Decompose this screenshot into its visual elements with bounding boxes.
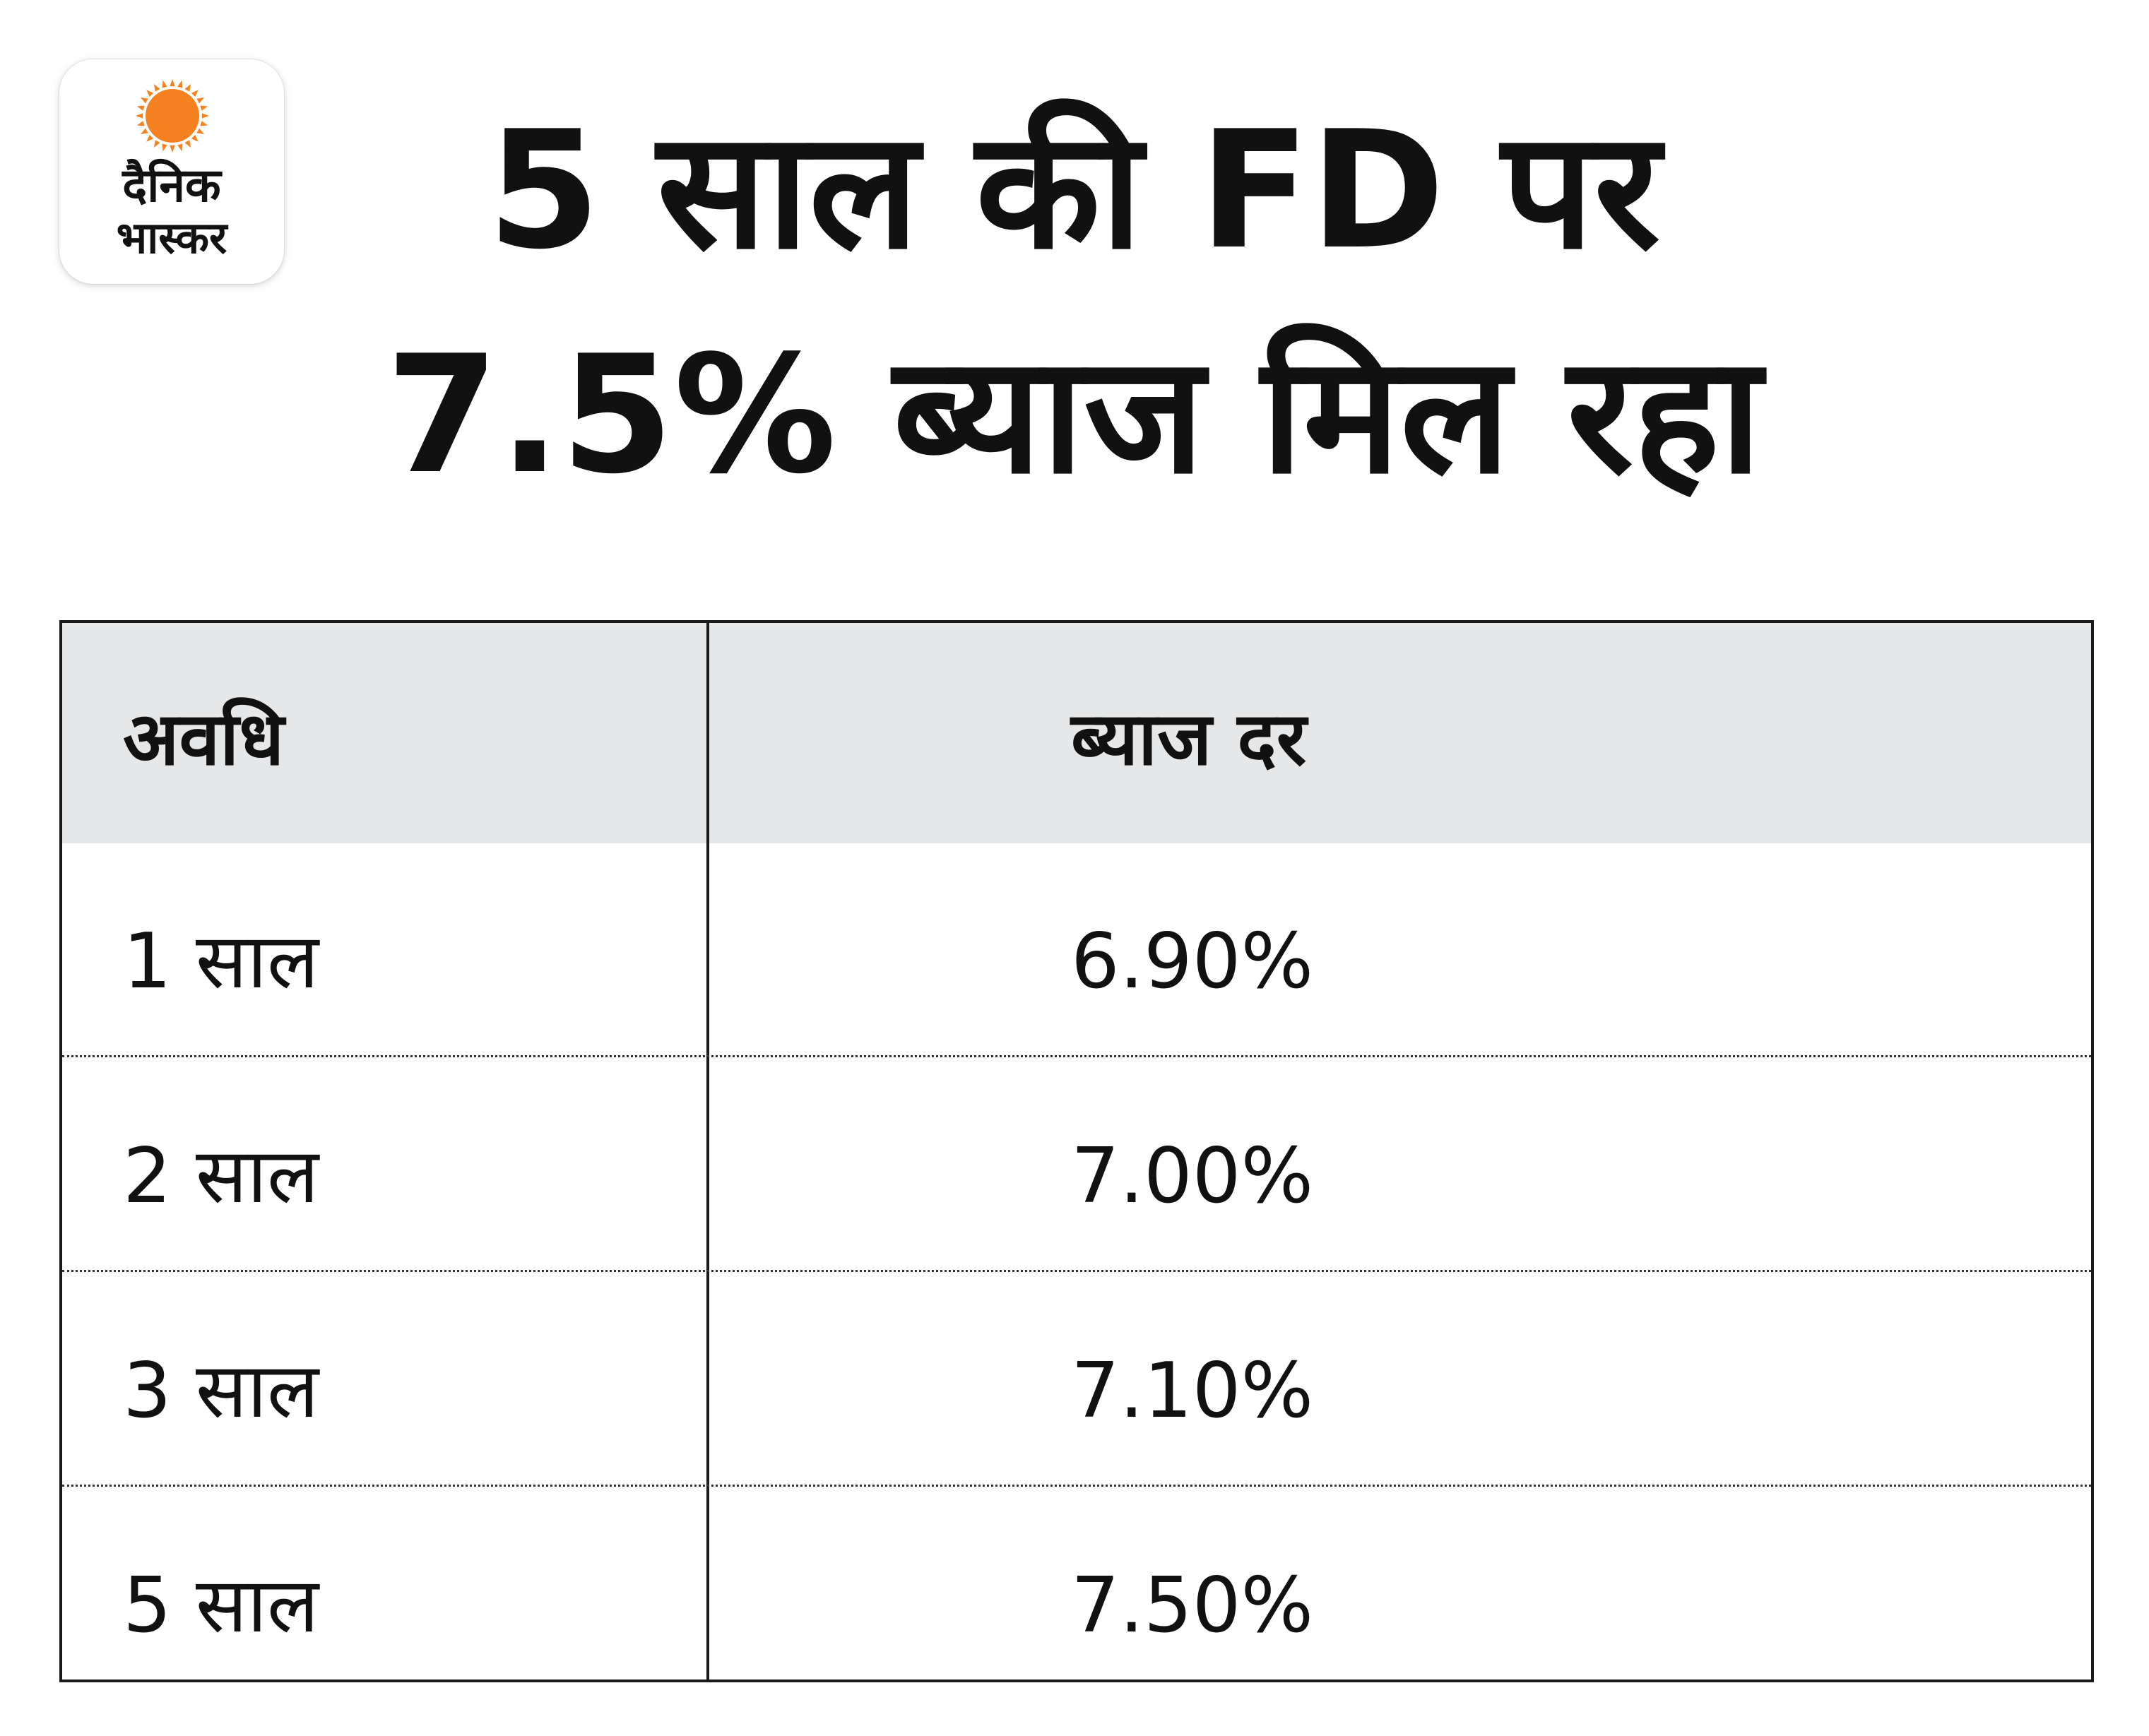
sun-ray bbox=[141, 128, 148, 134]
sun-ray bbox=[141, 97, 148, 104]
sun-ray bbox=[184, 140, 191, 148]
interest-rate-table: अवधि ब्याज दर 1 साल 6.90% 2 साल 7.00% 3 … bbox=[59, 620, 2094, 1682]
sun-ray bbox=[136, 113, 143, 119]
sun-ray bbox=[162, 80, 167, 88]
header-tenure: अवधि bbox=[123, 696, 285, 782]
sun-ray bbox=[136, 105, 145, 111]
sun-ray bbox=[196, 97, 204, 104]
logo-text-line-1: दैनिक bbox=[122, 158, 221, 213]
page-title: 5 साल की FD पर 7.5% ब्याज मिल रहा bbox=[283, 79, 1865, 528]
row-separator bbox=[62, 1485, 2091, 1487]
title-line-2: 7.5% ब्याज मिल रहा bbox=[386, 321, 1762, 510]
sun-ray bbox=[162, 143, 167, 152]
row-3-tenure: 3 साल bbox=[123, 1347, 319, 1435]
sun-ray bbox=[196, 128, 204, 134]
sun-ray bbox=[154, 84, 160, 92]
sun-ray bbox=[201, 113, 209, 119]
row-3-rate: 7.10% bbox=[1071, 1347, 1314, 1435]
row-separator bbox=[62, 1055, 2091, 1057]
sun-ray bbox=[177, 143, 183, 152]
brand-logo: दैनिक भास्कर bbox=[59, 59, 284, 284]
row-2-tenure: 2 साल bbox=[123, 1132, 319, 1220]
row-4-tenure: 5 साल bbox=[123, 1562, 319, 1650]
sun-ray bbox=[170, 79, 175, 87]
row-4-rate: 7.50% bbox=[1071, 1562, 1314, 1650]
header-interest-rate: ब्याज दर bbox=[1071, 696, 1307, 782]
title-line-1: 5 साल की FD पर bbox=[487, 97, 1661, 285]
row-2-rate: 7.00% bbox=[1071, 1132, 1314, 1220]
table-header-row bbox=[62, 623, 2091, 843]
sun-ray bbox=[200, 121, 208, 126]
sun-ray bbox=[146, 134, 154, 142]
row-separator bbox=[62, 1270, 2091, 1272]
sun-ray bbox=[184, 84, 191, 92]
sun-ray bbox=[191, 90, 199, 97]
sun-ray bbox=[191, 134, 199, 142]
sun-ray bbox=[154, 140, 160, 148]
sun-ray bbox=[146, 90, 154, 97]
column-divider bbox=[706, 623, 709, 1679]
sun-ray bbox=[170, 145, 175, 153]
sun-icon bbox=[136, 79, 209, 153]
logo-text-line-2: भास्कर bbox=[116, 212, 227, 263]
row-1-rate: 6.90% bbox=[1071, 917, 1314, 1006]
sun-ray bbox=[200, 105, 208, 111]
sun-ray bbox=[177, 80, 183, 88]
sun-ray bbox=[136, 121, 145, 126]
row-1-tenure: 1 साल bbox=[123, 917, 319, 1006]
